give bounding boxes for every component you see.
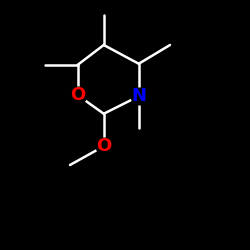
Text: O: O (70, 86, 85, 104)
Text: O: O (96, 137, 112, 155)
Text: N: N (131, 87, 146, 105)
